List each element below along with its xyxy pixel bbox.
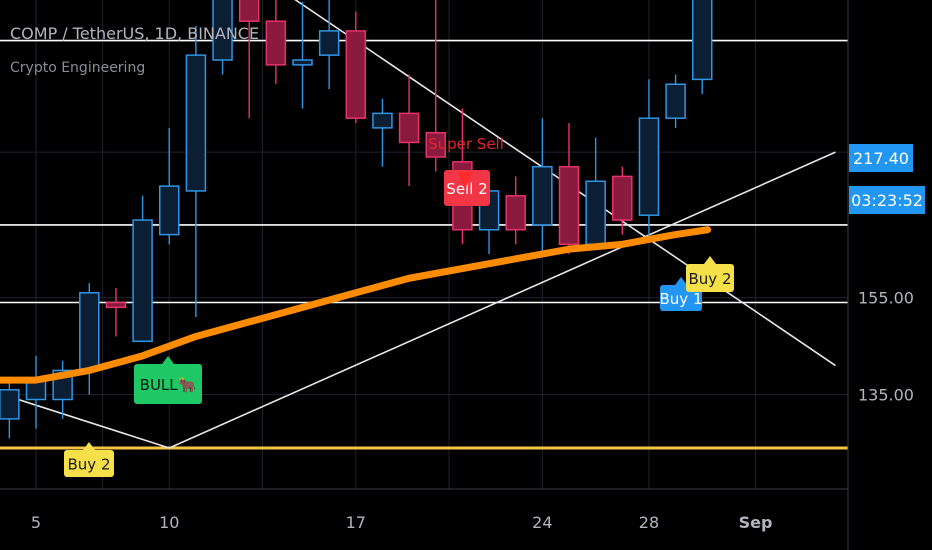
x-tick-label: 28 <box>639 513 659 532</box>
y-tick-label: 135.00 <box>858 386 914 405</box>
candle-up <box>638 117 660 216</box>
candle-up <box>665 83 686 119</box>
candle-up <box>132 219 153 343</box>
candle-down <box>612 175 633 221</box>
x-tick-label: 10 <box>159 513 179 532</box>
x-tick-label: Sep <box>739 513 773 532</box>
candle-down <box>398 112 420 144</box>
price-tag-text: 217.40 <box>853 149 909 168</box>
candle-up <box>372 112 393 129</box>
candle-down <box>238 0 260 22</box>
buy-2-signal-right <box>686 264 734 292</box>
sell-2-signal <box>444 170 490 206</box>
bull-signal-text: BULL🐂 <box>140 376 197 394</box>
countdown-tag-text: 03:23:52 <box>851 191 923 210</box>
x-tick-label: 24 <box>532 513 552 532</box>
candle-up <box>212 0 233 61</box>
trend-line <box>0 392 170 449</box>
candle-down <box>505 195 526 231</box>
candle-up <box>318 30 340 56</box>
candle-down <box>345 30 367 119</box>
super-sell-label: Super Sell <box>428 135 504 153</box>
candle-up <box>692 0 713 81</box>
buy-1-signal-text: Buy 1 <box>660 290 703 308</box>
buy-2-signal-right-pointer <box>704 256 716 264</box>
candle-up <box>0 389 20 420</box>
sell-arrow-icon <box>458 172 472 190</box>
candle-down <box>425 132 446 158</box>
buy-2-signal-left-text: Buy 2 <box>68 456 111 474</box>
moving-average-line <box>0 226 712 384</box>
x-tick-label: 5 <box>31 513 41 532</box>
candle-up <box>159 185 180 236</box>
candle-down <box>105 301 127 309</box>
y-tick-label: 155.00 <box>858 289 914 308</box>
candle-up <box>79 292 100 372</box>
x-tick-label: 17 <box>346 513 366 532</box>
chart-title: COMP / TetherUS, 1D, BINANCE <box>10 24 260 43</box>
trend-line <box>168 151 836 449</box>
buy-2-signal-left-pointer <box>83 442 95 450</box>
bull-signal-pointer <box>162 356 174 364</box>
buy-2-signal-right-text: Buy 2 <box>689 270 732 288</box>
price-tag <box>849 144 913 172</box>
buy-1-signal-pointer <box>675 277 687 285</box>
sell-2-signal-text: Sell 2 <box>446 180 487 198</box>
candle-up <box>292 59 313 66</box>
buy-2-signal-left <box>64 450 114 477</box>
countdown-tag <box>849 186 925 214</box>
candle-up <box>185 54 207 192</box>
indicator-name: Crypto Engineering <box>10 60 146 76</box>
bull-signal <box>134 364 202 404</box>
candle-down <box>265 20 287 66</box>
candle-up <box>532 165 553 226</box>
candle-down <box>558 165 580 246</box>
candle-up <box>585 180 606 246</box>
